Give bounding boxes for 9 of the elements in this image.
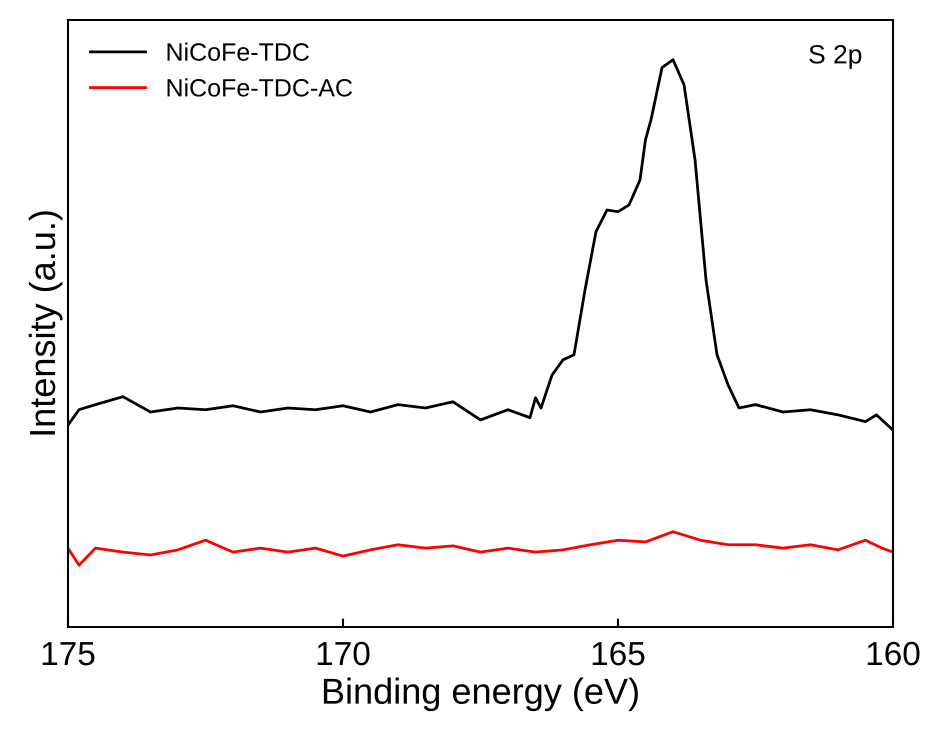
annotation: S 2p [809,44,862,69]
x-axis-title: Binding energy (eV) [324,678,638,712]
x-tick-label: 175 [42,642,94,666]
y-axis-title: Intensity (a.u.) [28,211,62,435]
x-tick-label: 165 [592,642,644,666]
legend-label: NiCoFe-TDC-AC [168,78,352,97]
legend-label: NiCoFe-TDC [168,42,309,61]
x-tick-label: 160 [868,642,920,666]
x-tick-label: 170 [318,642,370,666]
